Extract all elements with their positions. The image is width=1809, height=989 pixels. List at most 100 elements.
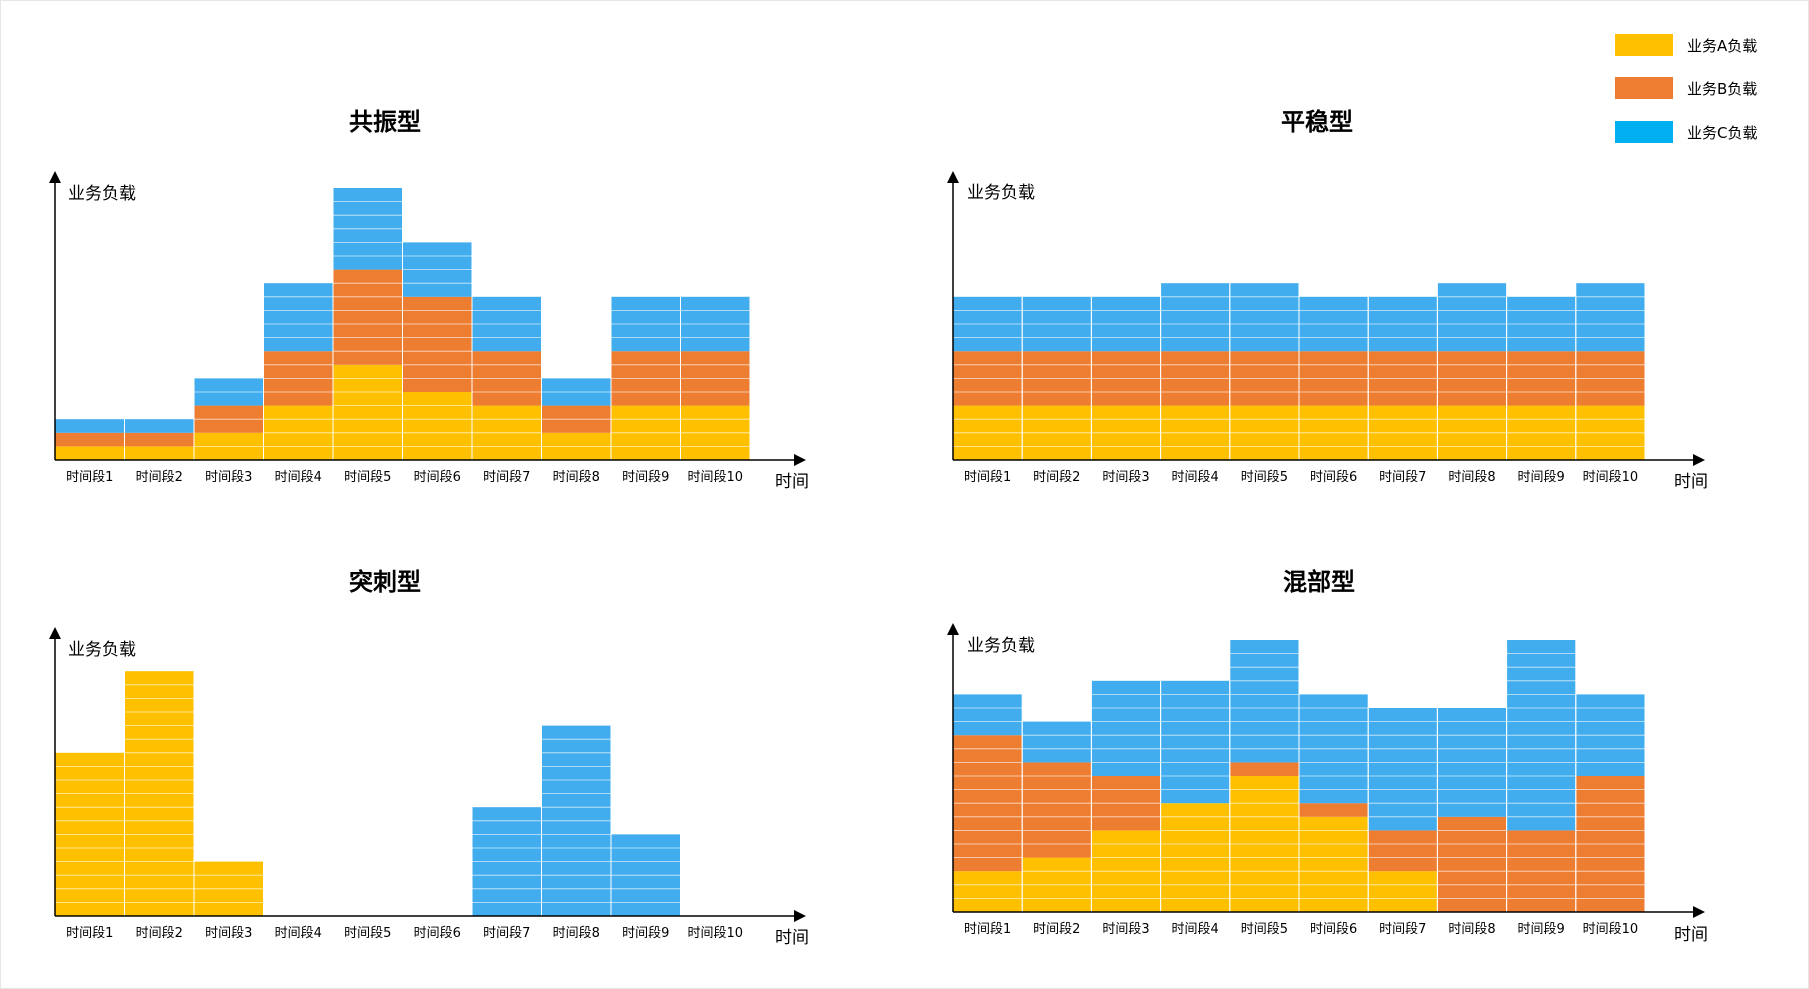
x-tick-label-resonance-3: 时间段3 — [205, 470, 252, 485]
bar-mixed-b-7 — [1368, 830, 1438, 872]
x-tick-label-mixed-2: 时间段2 — [1033, 922, 1080, 937]
x-tick-label-spike-2: 时间段2 — [136, 926, 183, 941]
x-axis-label-resonance: 时间 — [775, 472, 809, 492]
bar-resonance-b-5 — [333, 269, 403, 365]
bar-mixed-c-2 — [1022, 721, 1092, 763]
x-tick-label-stable-10: 时间段10 — [1583, 470, 1639, 485]
legend-item-c: 业务C负载 — [1615, 121, 1757, 143]
y-axis-label-mixed: 业务负载 — [967, 636, 1035, 656]
x-tick-label-spike-6: 时间段6 — [414, 926, 461, 941]
x-tick-label-resonance-7: 时间段7 — [483, 470, 530, 485]
x-tick-label-resonance-4: 时间段4 — [275, 470, 322, 485]
x-tick-label-stable-4: 时间段4 — [1172, 470, 1219, 485]
x-tick-label-mixed-6: 时间段6 — [1310, 922, 1357, 937]
x-axis-label-mixed: 时间 — [1674, 925, 1708, 945]
x-tick-label-stable-9: 时间段9 — [1518, 470, 1565, 485]
x-tick-label-stable-6: 时间段6 — [1310, 470, 1357, 485]
bar-resonance-b-2 — [124, 432, 194, 447]
x-tick-label-resonance-6: 时间段6 — [414, 470, 461, 485]
bar-resonance-a-6 — [402, 392, 472, 460]
x-tick-label-stable-8: 时间段8 — [1448, 470, 1495, 485]
x-tick-label-mixed-4: 时间段4 — [1172, 922, 1219, 937]
bar-resonance-c-1 — [55, 419, 125, 433]
x-axis-label-spike: 时间 — [775, 928, 809, 948]
chart-title-stable: 平稳型 — [1281, 108, 1353, 136]
x-tick-label-spike-3: 时间段3 — [205, 926, 252, 941]
bar-resonance-a-2 — [124, 446, 194, 460]
bar-mixed-c-4 — [1160, 680, 1230, 804]
legend-item-a: 业务A负载 — [1615, 34, 1757, 56]
x-tick-label-spike-9: 时间段9 — [622, 926, 669, 941]
y-axis-arrow — [49, 171, 61, 183]
x-tick-label-stable-5: 时间段5 — [1241, 470, 1288, 485]
bar-resonance-a-1 — [55, 446, 125, 460]
x-axis-arrow — [1693, 454, 1705, 466]
bar-stable-c-8 — [1437, 283, 1507, 352]
y-axis-arrow — [947, 171, 959, 183]
legend-swatch-c — [1615, 121, 1673, 143]
bar-mixed-c-3 — [1091, 680, 1161, 776]
bar-resonance-c-2 — [124, 419, 194, 433]
bar-mixed-c-1 — [953, 694, 1023, 736]
chart-mixed: 时间段1 时间段2 时间段3 时间段4 时间段5 时间段6 时间段7 时间段8 时间段9 时间段1… — [947, 623, 1705, 937]
bar-mixed-a-6 — [1299, 816, 1369, 912]
x-tick-label-resonance-2: 时间段2 — [136, 470, 183, 485]
legend-swatch-b — [1615, 77, 1673, 99]
bar-resonance-c-4 — [263, 283, 333, 352]
x-tick-label-mixed-3: 时间段3 — [1102, 922, 1149, 937]
x-tick-label-stable-2: 时间段2 — [1033, 470, 1080, 485]
bar-stable-c-4 — [1160, 283, 1230, 352]
x-tick-label-resonance-8: 时间段8 — [553, 470, 600, 485]
x-tick-label-mixed-5: 时间段5 — [1241, 922, 1288, 937]
x-tick-label-spike-10: 时间段10 — [687, 926, 743, 941]
x-axis-label-stable: 时间 — [1674, 472, 1708, 492]
legend-label-c: 业务C负载 — [1687, 123, 1758, 142]
x-tick-label-stable-7: 时间段7 — [1379, 470, 1426, 485]
x-tick-label-mixed-10: 时间段10 — [1583, 922, 1639, 937]
chart-stable: 时间段1 时间段2 时间段3 时间段4 时间段5 时间段6 时间段7 时间段8 时间段9 时间段1… — [947, 171, 1705, 485]
bar-mixed-b-6 — [1299, 803, 1369, 817]
x-tick-label-mixed-7: 时间段7 — [1379, 922, 1426, 937]
x-tick-label-spike-5: 时间段5 — [344, 926, 391, 941]
x-tick-label-spike-1: 时间段1 — [66, 926, 113, 941]
x-axis-arrow — [1693, 906, 1705, 918]
x-tick-label-spike-4: 时间段4 — [275, 926, 322, 941]
bar-mixed-a-7 — [1368, 871, 1438, 912]
x-tick-label-resonance-5: 时间段5 — [344, 470, 391, 485]
bar-resonance-a-5 — [333, 364, 403, 460]
y-axis-label-stable: 业务负载 — [967, 183, 1035, 203]
chart-title-mixed: 混部型 — [1283, 568, 1355, 596]
legend-label-b: 业务B负载 — [1687, 79, 1758, 98]
x-tick-label-mixed-8: 时间段8 — [1448, 922, 1495, 937]
y-axis-label-spike: 业务负载 — [68, 640, 136, 660]
bar-mixed-c-5 — [1229, 640, 1299, 763]
chart-spike: 时间段1 时间段2 时间段3 时间段4 时间段5 时间段6 时间段7 时间段8 时间段9 时间段1… — [49, 627, 806, 941]
bar-mixed-b-2 — [1022, 762, 1092, 858]
x-tick-label-resonance-9: 时间段9 — [622, 470, 669, 485]
bar-stable-c-10 — [1575, 283, 1645, 352]
bar-mixed-b-5 — [1229, 762, 1299, 776]
x-axis-arrow — [794, 910, 806, 922]
bar-mixed-a-1 — [953, 871, 1023, 912]
x-axis-arrow — [794, 454, 806, 466]
chart-resonance: 时间段1 时间段2 时间段3 时间段4 时间段5 时间段6 时间段7 时间段8 时间段9 时间段1… — [49, 171, 806, 485]
x-tick-label-stable-1: 时间段1 — [964, 470, 1011, 485]
y-axis-label-resonance: 业务负载 — [68, 184, 136, 204]
x-tick-label-resonance-10: 时间段10 — [687, 470, 743, 485]
x-tick-label-resonance-1: 时间段1 — [66, 470, 113, 485]
x-tick-label-spike-7: 时间段7 — [483, 926, 530, 941]
legend-label-a: 业务A负载 — [1687, 36, 1758, 55]
y-axis-arrow — [49, 627, 61, 639]
bar-resonance-b-6 — [402, 296, 472, 392]
x-tick-label-spike-8: 时间段8 — [553, 926, 600, 941]
bar-mixed-c-7 — [1368, 708, 1438, 831]
bar-mixed-b-8 — [1437, 816, 1507, 912]
bar-resonance-b-1 — [55, 432, 125, 447]
legend-swatch-a — [1615, 34, 1673, 56]
x-tick-label-stable-3: 时间段3 — [1102, 470, 1149, 485]
bar-stable-c-5 — [1229, 283, 1299, 352]
x-tick-label-mixed-9: 时间段9 — [1518, 922, 1565, 937]
y-axis-arrow — [947, 623, 959, 635]
